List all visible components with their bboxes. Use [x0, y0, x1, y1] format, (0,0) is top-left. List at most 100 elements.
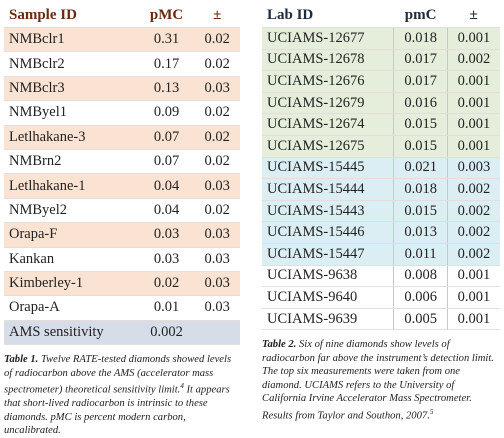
caption-text: Six of nine diamonds show levels of radi… [262, 339, 494, 422]
table-cell: 0.018 [393, 27, 448, 50]
table-cell: 0.015 [393, 200, 448, 223]
table-cell: 0.003 [446, 157, 500, 180]
table-cell: 0.03 [194, 247, 240, 272]
caption-label: Table 1. [4, 354, 39, 366]
column-header: pmC [393, 3, 448, 28]
data-table: Lab ID pmC ± UCIAMS-12677 0.018 0.001 UCIAMS-1… [262, 3, 500, 331]
table-row: NMBclr2 0.17 0.02 [4, 51, 240, 77]
column-header: pMC [138, 3, 195, 28]
table-cell: UCIAMS-15446 [262, 221, 394, 244]
table-cell: UCIAMS-15447 [262, 243, 394, 266]
table-cell: 0.001 [446, 265, 500, 288]
table-cell: NMByel1 [4, 100, 139, 126]
table-cell: UCIAMS-12675 [262, 135, 394, 158]
table-cell: 0.09 [138, 100, 195, 126]
table-cell: 0.001 [446, 286, 500, 309]
table-cell: 0.001 [446, 27, 500, 50]
table-cell: 0.015 [393, 113, 448, 136]
table-panel: Lab ID pmC ± UCIAMS-12677 0.018 0.001 UCIAMS-1… [262, 3, 500, 423]
table-cell: UCIAMS-12678 [262, 49, 394, 72]
table-panel: Sample ID pMC ± NMBclr1 0.31 0.02 NMBclr2 0.17 0… [4, 3, 240, 438]
table-cell: 0.017 [393, 70, 448, 93]
table-cell: 0.02 [194, 125, 240, 150]
table-cell: 0.03 [194, 271, 240, 297]
table-row: Kimberley-1 0.02 0.03 [4, 271, 240, 297]
table-cell: Letlhakane-1 [4, 173, 139, 199]
table-cell: 0.011 [393, 243, 448, 266]
table-cell: UCIAMS-12676 [262, 70, 394, 93]
table-cell: 0.13 [138, 76, 195, 102]
table-cell: UCIAMS-12677 [262, 27, 394, 50]
table-row: UCIAMS-12678 0.017 0.002 [262, 49, 500, 72]
table-cell: NMByel2 [4, 198, 139, 224]
table-row: UCIAMS-12679 0.016 0.001 [262, 92, 500, 115]
table-cell: 0.07 [138, 149, 195, 175]
table-row: UCIAMS-15444 0.018 0.002 [262, 178, 500, 201]
table-cell: 0.02 [194, 27, 240, 53]
table-cell: UCIAMS-15445 [262, 157, 394, 180]
table-row: UCIAMS-15446 0.013 0.002 [262, 221, 500, 244]
table-cell: 0.018 [393, 178, 448, 201]
table-cell: Kimberley-1 [4, 271, 139, 297]
table-cell: 0.03 [194, 295, 240, 321]
table-cell: 0.008 [393, 265, 448, 288]
table-cell: 0.02 [194, 149, 240, 175]
table-row: Kankan 0.03 0.03 [4, 247, 240, 272]
table-cell: NMBclr1 [4, 27, 139, 53]
table-row: UCIAMS-15447 0.011 0.002 [262, 243, 500, 266]
table-row: UCIAMS-9639 0.005 0.001 [262, 308, 500, 331]
table-cell: 0.002 [446, 243, 500, 266]
table-cell: UCIAMS-12679 [262, 92, 394, 115]
data-table: Sample ID pMC ± NMBclr1 0.31 0.02 NMBclr2 0.17 0… [4, 3, 240, 346]
table-cell: 0.02 [138, 271, 195, 297]
table-cell [194, 320, 240, 346]
table-cell: 0.04 [138, 173, 195, 199]
caption-text: It appears that short-lived radiocarbon … [4, 384, 230, 437]
table-cell: Orapa-F [4, 222, 139, 248]
table-row: UCIAMS-9638 0.008 0.001 [262, 265, 500, 288]
table-row: UCIAMS-12674 0.015 0.001 [262, 113, 500, 136]
table-cell: 0.001 [446, 135, 500, 158]
table-row: NMBclr3 0.13 0.03 [4, 76, 240, 102]
column-header: Lab ID [262, 3, 394, 28]
table-cell: 0.015 [393, 135, 448, 158]
table-cell: 0.01 [138, 295, 195, 321]
table-row: UCIAMS-12677 0.018 0.001 [262, 27, 500, 50]
table-cell: 0.002 [446, 178, 500, 201]
table-cell: 0.013 [393, 221, 448, 244]
caption: Table 2. Six of nine diamonds show level… [262, 338, 500, 423]
table-cell: 0.002 [138, 320, 195, 346]
column-header: Sample ID [4, 3, 139, 28]
table-row: Letlhakane-3 0.07 0.02 [4, 125, 240, 150]
table-cell: NMBclr2 [4, 51, 139, 77]
header-row: Lab ID pmC ± [262, 3, 500, 28]
table-row: Orapa-F 0.03 0.03 [4, 222, 240, 248]
table-cell: 0.006 [393, 286, 448, 309]
table-cell: 0.001 [446, 92, 500, 115]
table-cell: 0.002 [446, 221, 500, 244]
column-header: ± [447, 3, 500, 28]
table-cell: 0.31 [138, 27, 195, 53]
table-row: Letlhakane-1 0.04 0.03 [4, 173, 240, 199]
table-cell: 0.03 [194, 76, 240, 102]
table-row: Orapa-A 0.01 0.03 [4, 295, 240, 321]
table-cell: UCIAMS-15444 [262, 178, 394, 201]
table-cell: 0.001 [446, 70, 500, 93]
table-row: UCIAMS-12676 0.017 0.001 [262, 70, 500, 93]
table-cell: 0.001 [446, 308, 500, 331]
caption-text: Twelve RATE-tested diamonds showed level… [4, 354, 232, 396]
table-cell: UCIAMS-9638 [262, 265, 394, 288]
table-cell: 0.03 [138, 222, 195, 248]
table-cell: 0.016 [393, 92, 448, 115]
table-row: NMByel1 0.09 0.02 [4, 100, 240, 126]
table-cell: 0.04 [138, 198, 195, 224]
footnote-ref: 4 [180, 382, 184, 391]
table-row: AMS sensitivity 0.002 [4, 320, 240, 346]
table-cell: 0.02 [194, 51, 240, 77]
table-row: NMByel2 0.04 0.02 [4, 198, 240, 224]
table-cell: 0.03 [194, 173, 240, 199]
table-cell: 0.005 [393, 308, 448, 331]
table-row: UCIAMS-15445 0.021 0.003 [262, 157, 500, 180]
table-cell: NMBclr3 [4, 76, 139, 102]
